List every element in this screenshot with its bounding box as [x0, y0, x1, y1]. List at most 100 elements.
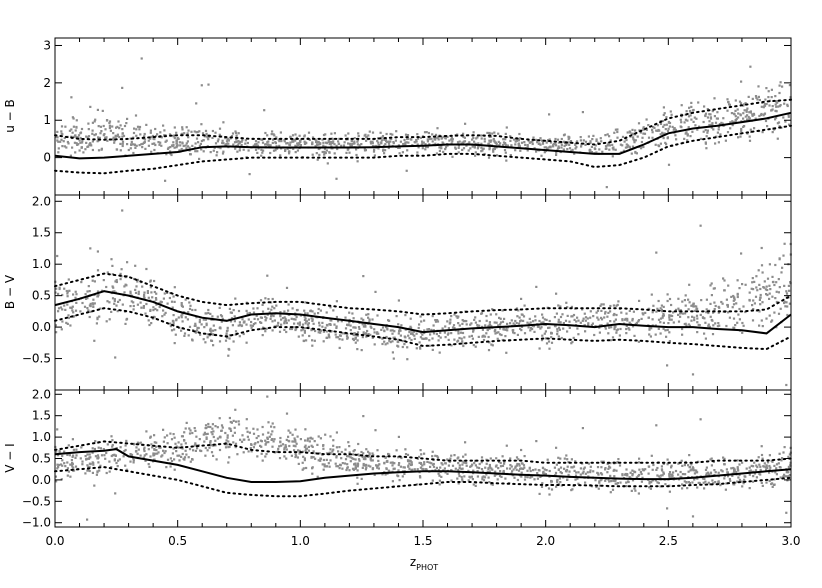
scatter-point: [742, 324, 745, 327]
scatter-point: [755, 464, 758, 467]
scatter-point: [758, 463, 761, 466]
scatter-point: [96, 316, 99, 319]
scatter-point: [774, 118, 777, 121]
scatter-point: [771, 482, 774, 485]
scatter-point: [154, 127, 157, 131]
scatter-point: [99, 132, 102, 135]
scatter-point: [609, 462, 612, 465]
dotted-envelope-line: [54, 466, 792, 498]
scatter-point: [702, 120, 705, 124]
scatter-point: [371, 459, 374, 462]
scatter-point: [788, 474, 791, 477]
scatter-point: [194, 429, 197, 432]
scatter-point: [364, 133, 367, 136]
scatter-point: [385, 326, 388, 329]
scatter-point: [527, 326, 530, 329]
scatter-point: [499, 470, 502, 473]
scatter-point: [547, 326, 550, 329]
scatter-point: [600, 466, 603, 469]
scatter-point: [505, 144, 508, 147]
scatter-point: [538, 319, 541, 323]
scatter-point: [144, 459, 147, 462]
scatter-point: [541, 313, 544, 316]
scatter-point: [345, 151, 348, 154]
scatter-point: [478, 466, 481, 470]
scatter-point: [316, 158, 319, 161]
scatter-point: [204, 341, 207, 344]
scatter-point: [232, 309, 235, 312]
scatter-point: [450, 479, 453, 482]
scatter-point: [627, 480, 630, 484]
scatter-point: [519, 149, 522, 152]
scatter-point: [759, 303, 762, 306]
scatter-point: [486, 470, 489, 473]
scatter-point: [775, 290, 778, 293]
scatter-point: [706, 471, 710, 474]
scatter-point: [626, 319, 629, 322]
scatter-point: [749, 111, 752, 114]
scatter-point: [730, 295, 733, 298]
scatter-point: [75, 293, 78, 296]
scatter-point: [473, 318, 476, 321]
scatter-point: [185, 142, 188, 145]
scatter-point: [395, 449, 398, 452]
scatter-point: [726, 109, 729, 112]
scatter-point: [341, 462, 344, 465]
scatter-point: [240, 140, 243, 143]
scatter-point: [155, 449, 158, 452]
scatter-point: [476, 323, 479, 327]
scatter-point: [765, 285, 768, 288]
scatter-point: [166, 302, 169, 305]
scatter-point: [389, 329, 392, 332]
scatter-point: [704, 321, 707, 324]
scatter-point: [303, 318, 306, 321]
scatter-point: [232, 419, 235, 422]
scatter-point: [57, 140, 60, 143]
scatter-point: [717, 128, 720, 131]
scatter-point: [750, 287, 753, 290]
scatter-point: [147, 296, 150, 299]
scatter-point: [368, 130, 371, 133]
scatter-point: [322, 133, 326, 137]
scatter-point: [136, 278, 139, 281]
scatter-point: [723, 457, 726, 460]
scatter-point: [726, 305, 729, 308]
scatter-point: [225, 332, 228, 335]
scatter-point: [444, 471, 447, 474]
scatter-point: [419, 315, 422, 318]
scatter-point: [696, 477, 699, 480]
scatter-point: [86, 453, 89, 456]
scatter-point: [536, 472, 539, 475]
scatter-point: [204, 433, 207, 436]
scatter-point: [219, 147, 222, 150]
scatter-point: [788, 123, 791, 126]
scatter-point: [205, 322, 208, 325]
scatter-point: [93, 339, 96, 342]
scatter-point: [294, 445, 297, 448]
scatter-point: [103, 454, 106, 457]
scatter-point: [434, 320, 438, 323]
scatter-point: [346, 336, 349, 339]
scatter-point: [328, 323, 331, 326]
scatter-point: [186, 140, 189, 143]
scatter-point: [423, 452, 426, 455]
scatter-point: [741, 485, 744, 488]
scatter-point: [73, 469, 76, 472]
scatter-point: [364, 149, 367, 152]
scatter-point: [361, 466, 364, 469]
scatter-point: [264, 443, 267, 446]
scatter-point: [775, 110, 778, 113]
scatter-point: [81, 301, 84, 305]
scatter-point: [367, 333, 370, 336]
scatter-point: [279, 441, 282, 444]
scatter-point: [667, 322, 670, 325]
scatter-point: [744, 102, 747, 105]
scatter-point: [503, 462, 506, 465]
scatter-point: [381, 135, 385, 138]
scatter-point: [292, 444, 295, 447]
scatter-point: [765, 293, 768, 296]
scatter-point: [198, 130, 201, 133]
scatter-point: [273, 426, 276, 429]
scatter-point: [220, 429, 223, 432]
scatter-point: [658, 129, 661, 132]
